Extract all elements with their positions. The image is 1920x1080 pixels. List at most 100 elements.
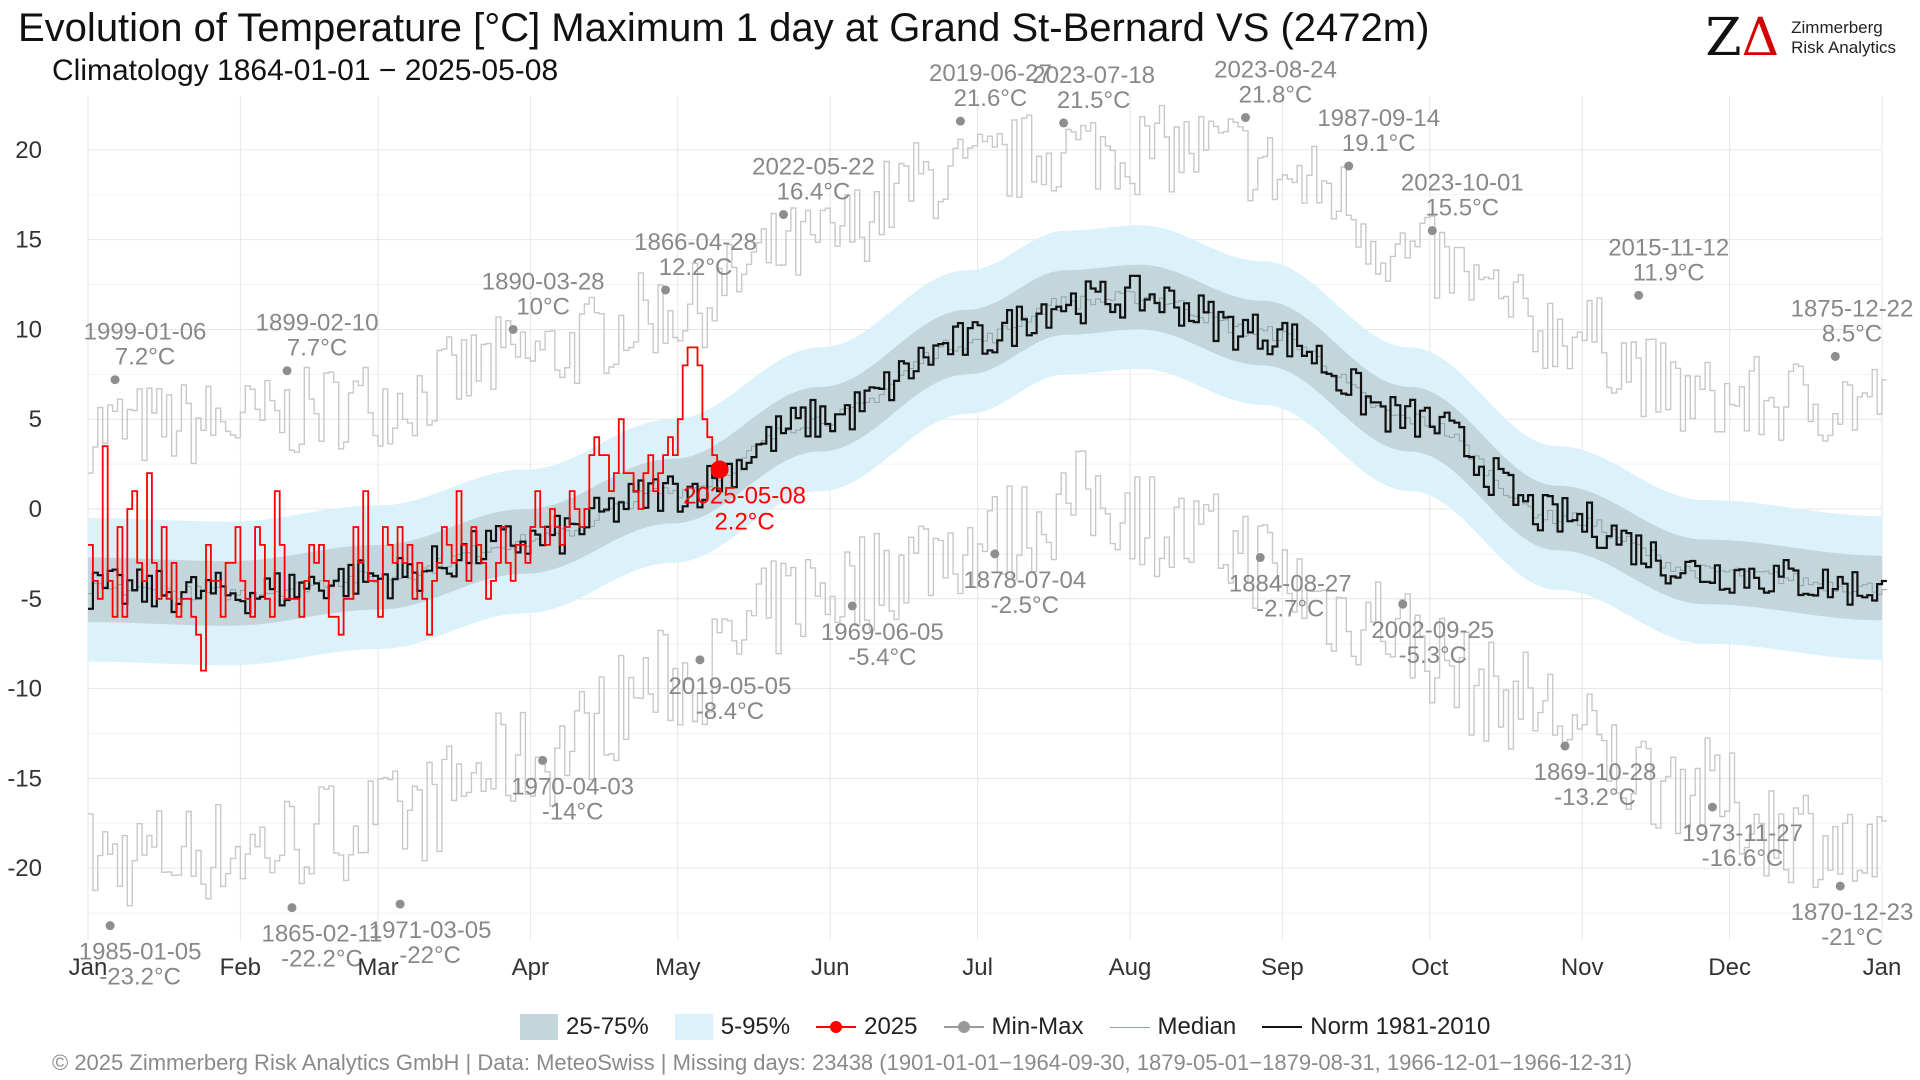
company-logo: ZΔ Zimmerberg Risk Analytics <box>1705 12 1896 64</box>
record-point-8 <box>1344 161 1354 171</box>
record-value-label-13: -22.2°C <box>281 946 363 973</box>
record-date-label-8: 1987-09-14 <box>1317 105 1440 132</box>
record-point-11 <box>1830 351 1840 361</box>
legend-item-current[interactable]: 2025 <box>816 1013 918 1041</box>
legend-label-median: Median <box>1157 1013 1237 1040</box>
record-value-label-0: 7.2°C <box>115 344 175 371</box>
record-point-13 <box>287 903 297 913</box>
legend-label-norm: Norm 1981-2010 <box>1310 1013 1491 1040</box>
legend-item-minmax[interactable]: Min-Max <box>943 1013 1084 1041</box>
legend-label-band90: 5-95% <box>720 1013 791 1040</box>
x-tick-label-4: May <box>655 954 700 981</box>
record-value-label-12: -23.2°C <box>99 964 181 991</box>
current-year-line <box>88 346 722 672</box>
record-point-23 <box>1835 881 1845 891</box>
record-date-label-2: 1890-03-28 <box>482 268 605 295</box>
x-tick-label-5: Jun <box>811 954 850 981</box>
record-value-label-8: 19.1°C <box>1342 130 1416 157</box>
record-value-label-9: 15.5°C <box>1425 195 1499 222</box>
record-point-12 <box>105 921 115 931</box>
record-point-1 <box>282 366 292 376</box>
legend-item-band90[interactable]: 5-95% <box>674 1013 791 1041</box>
record-point-22 <box>1707 802 1717 812</box>
x-tick-label-9: Oct <box>1411 954 1449 981</box>
record-date-label-11: 1875-12-22 <box>1791 295 1914 322</box>
legend-item-band50[interactable]: 25-75% <box>520 1013 649 1041</box>
legend-item-median[interactable]: Median <box>1109 1013 1237 1041</box>
legend-label-minmax: Min-Max <box>991 1013 1084 1040</box>
x-tick-label-3: Apr <box>512 954 549 981</box>
record-point-7 <box>1240 113 1250 123</box>
record-date-label-9: 2023-10-01 <box>1401 170 1524 197</box>
record-date-label-10: 2015-11-12 <box>1608 234 1729 261</box>
record-date-label-12: 1985-01-05 <box>79 939 202 966</box>
y-tick-label-7: -15 <box>7 765 42 792</box>
legend-label-current: 2025 <box>864 1013 918 1040</box>
x-tick-label-10: Nov <box>1561 954 1604 981</box>
record-point-18 <box>990 549 1000 559</box>
current-year-date-label: 2025-05-08 <box>683 483 806 510</box>
max-series-line <box>88 104 1887 474</box>
record-point-21 <box>1560 741 1570 751</box>
x-tick-label-6: Jul <box>962 954 993 981</box>
record-value-label-23: -21°C <box>1821 924 1883 951</box>
record-point-14 <box>395 899 405 909</box>
x-tick-label-1: Feb <box>220 954 261 981</box>
logo-mark-icon: ZΔ <box>1705 8 1780 68</box>
record-date-label-22: 1973-11-27 <box>1682 820 1803 847</box>
record-value-label-22: -16.6°C <box>1702 845 1784 872</box>
record-date-label-23: 1870-12-23 <box>1791 899 1914 926</box>
record-point-0 <box>110 375 120 385</box>
record-value-label-3: 12.2°C <box>659 254 733 281</box>
y-tick-label-6: -10 <box>7 676 42 703</box>
x-tick-label-8: Sep <box>1261 954 1304 981</box>
axis-layer: 20 15 10 5 0 -5 -10 -15 -20 Jan Feb Mar Apr May Jun Jul… <box>7 137 1901 981</box>
record-date-label-15: 1970-04-03 <box>511 773 634 800</box>
record-value-label-11: 8.5°C <box>1822 320 1882 347</box>
chart-title: Evolution of Temperature [°C] Maximum 1 … <box>18 6 1430 50</box>
x-tick-label-2: Mar <box>357 954 398 981</box>
record-date-label-17: 1969-06-05 <box>821 619 944 646</box>
min-max-layer <box>88 104 1887 907</box>
record-value-label-20: -5.3°C <box>1399 642 1467 669</box>
record-date-label-6: 2023-07-18 <box>1032 62 1155 89</box>
record-point-6 <box>1059 118 1069 128</box>
logo-line-1: Zimmerberg <box>1791 18 1883 37</box>
x-tick-label-11: Dec <box>1708 954 1751 981</box>
record-date-label-18: 1878-07-04 <box>963 567 1086 594</box>
legend-swatch-current <box>816 1020 857 1034</box>
norm-layer <box>88 274 1887 615</box>
record-point-19 <box>1255 553 1265 563</box>
record-value-label-2: 10°C <box>516 293 570 320</box>
record-date-label-14: 1971-03-05 <box>369 917 492 944</box>
record-value-label-5: 21.6°C <box>954 85 1028 112</box>
legend: 25-75% 5-95% 2025 Min-Max Median Norm 19… <box>520 1013 1490 1041</box>
record-value-label-18: -2.5°C <box>991 592 1059 619</box>
y-tick-label-5: -5 <box>21 586 42 613</box>
y-tick-label-2: 10 <box>15 316 42 343</box>
record-value-label-6: 21.5°C <box>1057 87 1131 114</box>
legend-item-norm[interactable]: Norm 1981-2010 <box>1262 1013 1490 1041</box>
norm-series-line <box>88 274 1887 615</box>
record-point-16 <box>695 655 705 665</box>
record-date-label-7: 2023-08-24 <box>1214 57 1337 84</box>
record-point-9 <box>1427 226 1437 236</box>
legend-swatch-norm <box>1262 1020 1303 1034</box>
record-value-label-21: -13.2°C <box>1554 784 1636 811</box>
legend-swatch-band90 <box>674 1014 713 1040</box>
record-date-label-19: 1884-08-27 <box>1229 571 1352 598</box>
legend-label-band50: 25-75% <box>566 1013 649 1040</box>
record-point-20 <box>1398 599 1408 609</box>
record-date-label-13: 1865-02-11 <box>261 921 382 948</box>
min-series-line <box>88 450 1887 907</box>
current-year-last-point <box>710 460 729 479</box>
record-value-label-19: -2.7°C <box>1256 596 1324 623</box>
record-value-label-14: -22°C <box>399 942 461 969</box>
record-point-5 <box>955 116 965 126</box>
record-value-label-17: -5.4°C <box>848 644 916 671</box>
records-layer: 1999-01-067.2°C 1899-02-107.7°C 1890-03-28… <box>79 57 1914 991</box>
x-tick-label-12: Jan <box>1863 954 1902 981</box>
logo-text: Zimmerberg Risk Analytics <box>1791 18 1896 58</box>
record-point-3 <box>661 285 671 295</box>
temperature-chart: 2025-05-082.2°C 1999-01-067.2°C 1899-02-1… <box>7 57 1914 991</box>
